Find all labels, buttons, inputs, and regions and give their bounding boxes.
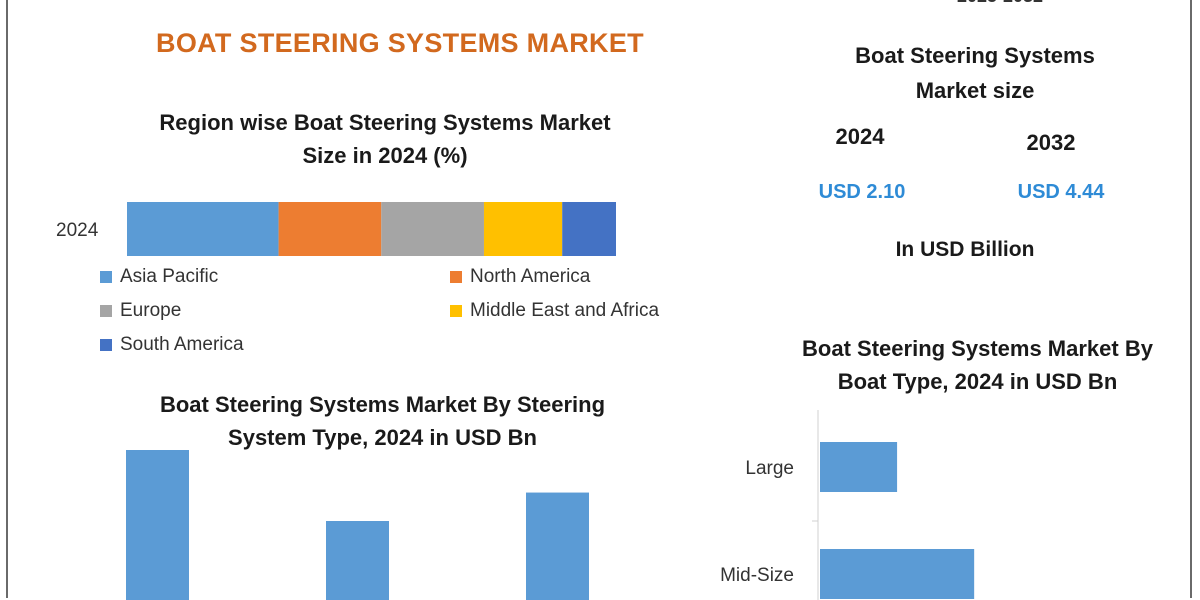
legend-item-middle-east-africa: Middle East and Africa bbox=[450, 300, 659, 322]
legend-label-north-america: North America bbox=[470, 266, 591, 287]
market-size-unit: In USD Billion bbox=[895, 238, 1035, 261]
boat-type-label-mid-size: Mid-Size bbox=[720, 565, 794, 586]
steering-type-title-line2: System Type, 2024 in USD Bn bbox=[228, 425, 537, 450]
page-title: BOAT STEERING SYSTEMS MARKET bbox=[156, 28, 644, 58]
year-end: 2032 bbox=[1026, 130, 1076, 155]
region-chart-title: Region wise Boat Steering Systems Market… bbox=[100, 106, 670, 172]
boat-type-bar-mid-size bbox=[820, 549, 975, 599]
steering-type-bar-3 bbox=[526, 492, 589, 600]
legend-swatch-europe bbox=[100, 305, 112, 317]
legend-swatch-north-america bbox=[450, 271, 462, 283]
legend-swatch-middle-east-africa bbox=[450, 305, 462, 317]
steering-type-title-line1: Boat Steering Systems Market By Steering bbox=[159, 392, 606, 417]
region-bar-category-label: 2024 bbox=[56, 220, 99, 241]
legend-label-asia-pacific: Asia Pacific bbox=[120, 266, 219, 287]
bar-segment-south-america bbox=[562, 202, 616, 256]
legend-label-europe: Europe bbox=[120, 300, 182, 321]
value-end: USD 4.44 bbox=[1017, 181, 1105, 203]
legend-label-south-america: South America bbox=[120, 334, 244, 355]
region-chart-title-line1: Region wise Boat Steering Systems Market bbox=[159, 110, 611, 135]
steering-type-chart-title: Boat Steering Systems Market By Steering… bbox=[100, 388, 665, 454]
year-start: 2024 bbox=[835, 124, 885, 149]
market-size-title: Boat Steering Systems Market size bbox=[800, 38, 1150, 108]
region-chart-title-line2: Size in 2024 (%) bbox=[302, 143, 468, 168]
legend-swatch-south-america bbox=[100, 339, 112, 351]
bar-segment-asia-pacific bbox=[127, 202, 279, 256]
boat-type-chart-title: Boat Steering Systems Market By Boat Typ… bbox=[780, 332, 1175, 398]
value-start: USD 2.10 bbox=[818, 181, 906, 203]
boat-type-title-line2: Boat Type, 2024 in USD Bn bbox=[837, 369, 1118, 394]
steering-type-bar-2 bbox=[326, 521, 389, 600]
region-stacked-bar-chart: 2024 bbox=[56, 202, 616, 256]
bar-segment-north-america bbox=[278, 202, 382, 256]
market-size-title-line2: Market size bbox=[915, 78, 1035, 103]
boat-type-bar-chart: Large Mid-Size bbox=[720, 410, 975, 600]
legend-item-north-america: North America bbox=[450, 266, 590, 288]
boat-type-title-line1: Boat Steering Systems Market By bbox=[802, 336, 1153, 361]
infographic-frame bbox=[6, 0, 1192, 598]
header-cut-text: 2025-2032 bbox=[930, 0, 1070, 7]
steering-type-bar-chart bbox=[126, 450, 589, 600]
legend-swatch-asia-pacific bbox=[100, 271, 112, 283]
legend-item-europe: Europe bbox=[100, 300, 181, 322]
boat-type-bar-large bbox=[820, 442, 898, 492]
bar-segment-middle-east-and-africa bbox=[483, 202, 563, 256]
boat-type-label-large: Large bbox=[745, 458, 794, 479]
legend-item-south-america: South America bbox=[100, 334, 244, 356]
legend-item-asia-pacific: Asia Pacific bbox=[100, 266, 218, 288]
region-legend: Asia Pacific North America Europe Middle… bbox=[100, 266, 720, 366]
bar-segment-europe bbox=[381, 202, 484, 256]
steering-type-bar-1 bbox=[126, 450, 189, 600]
legend-label-middle-east-africa: Middle East and Africa bbox=[470, 300, 660, 321]
market-size-title-line1: Boat Steering Systems bbox=[855, 43, 1095, 68]
